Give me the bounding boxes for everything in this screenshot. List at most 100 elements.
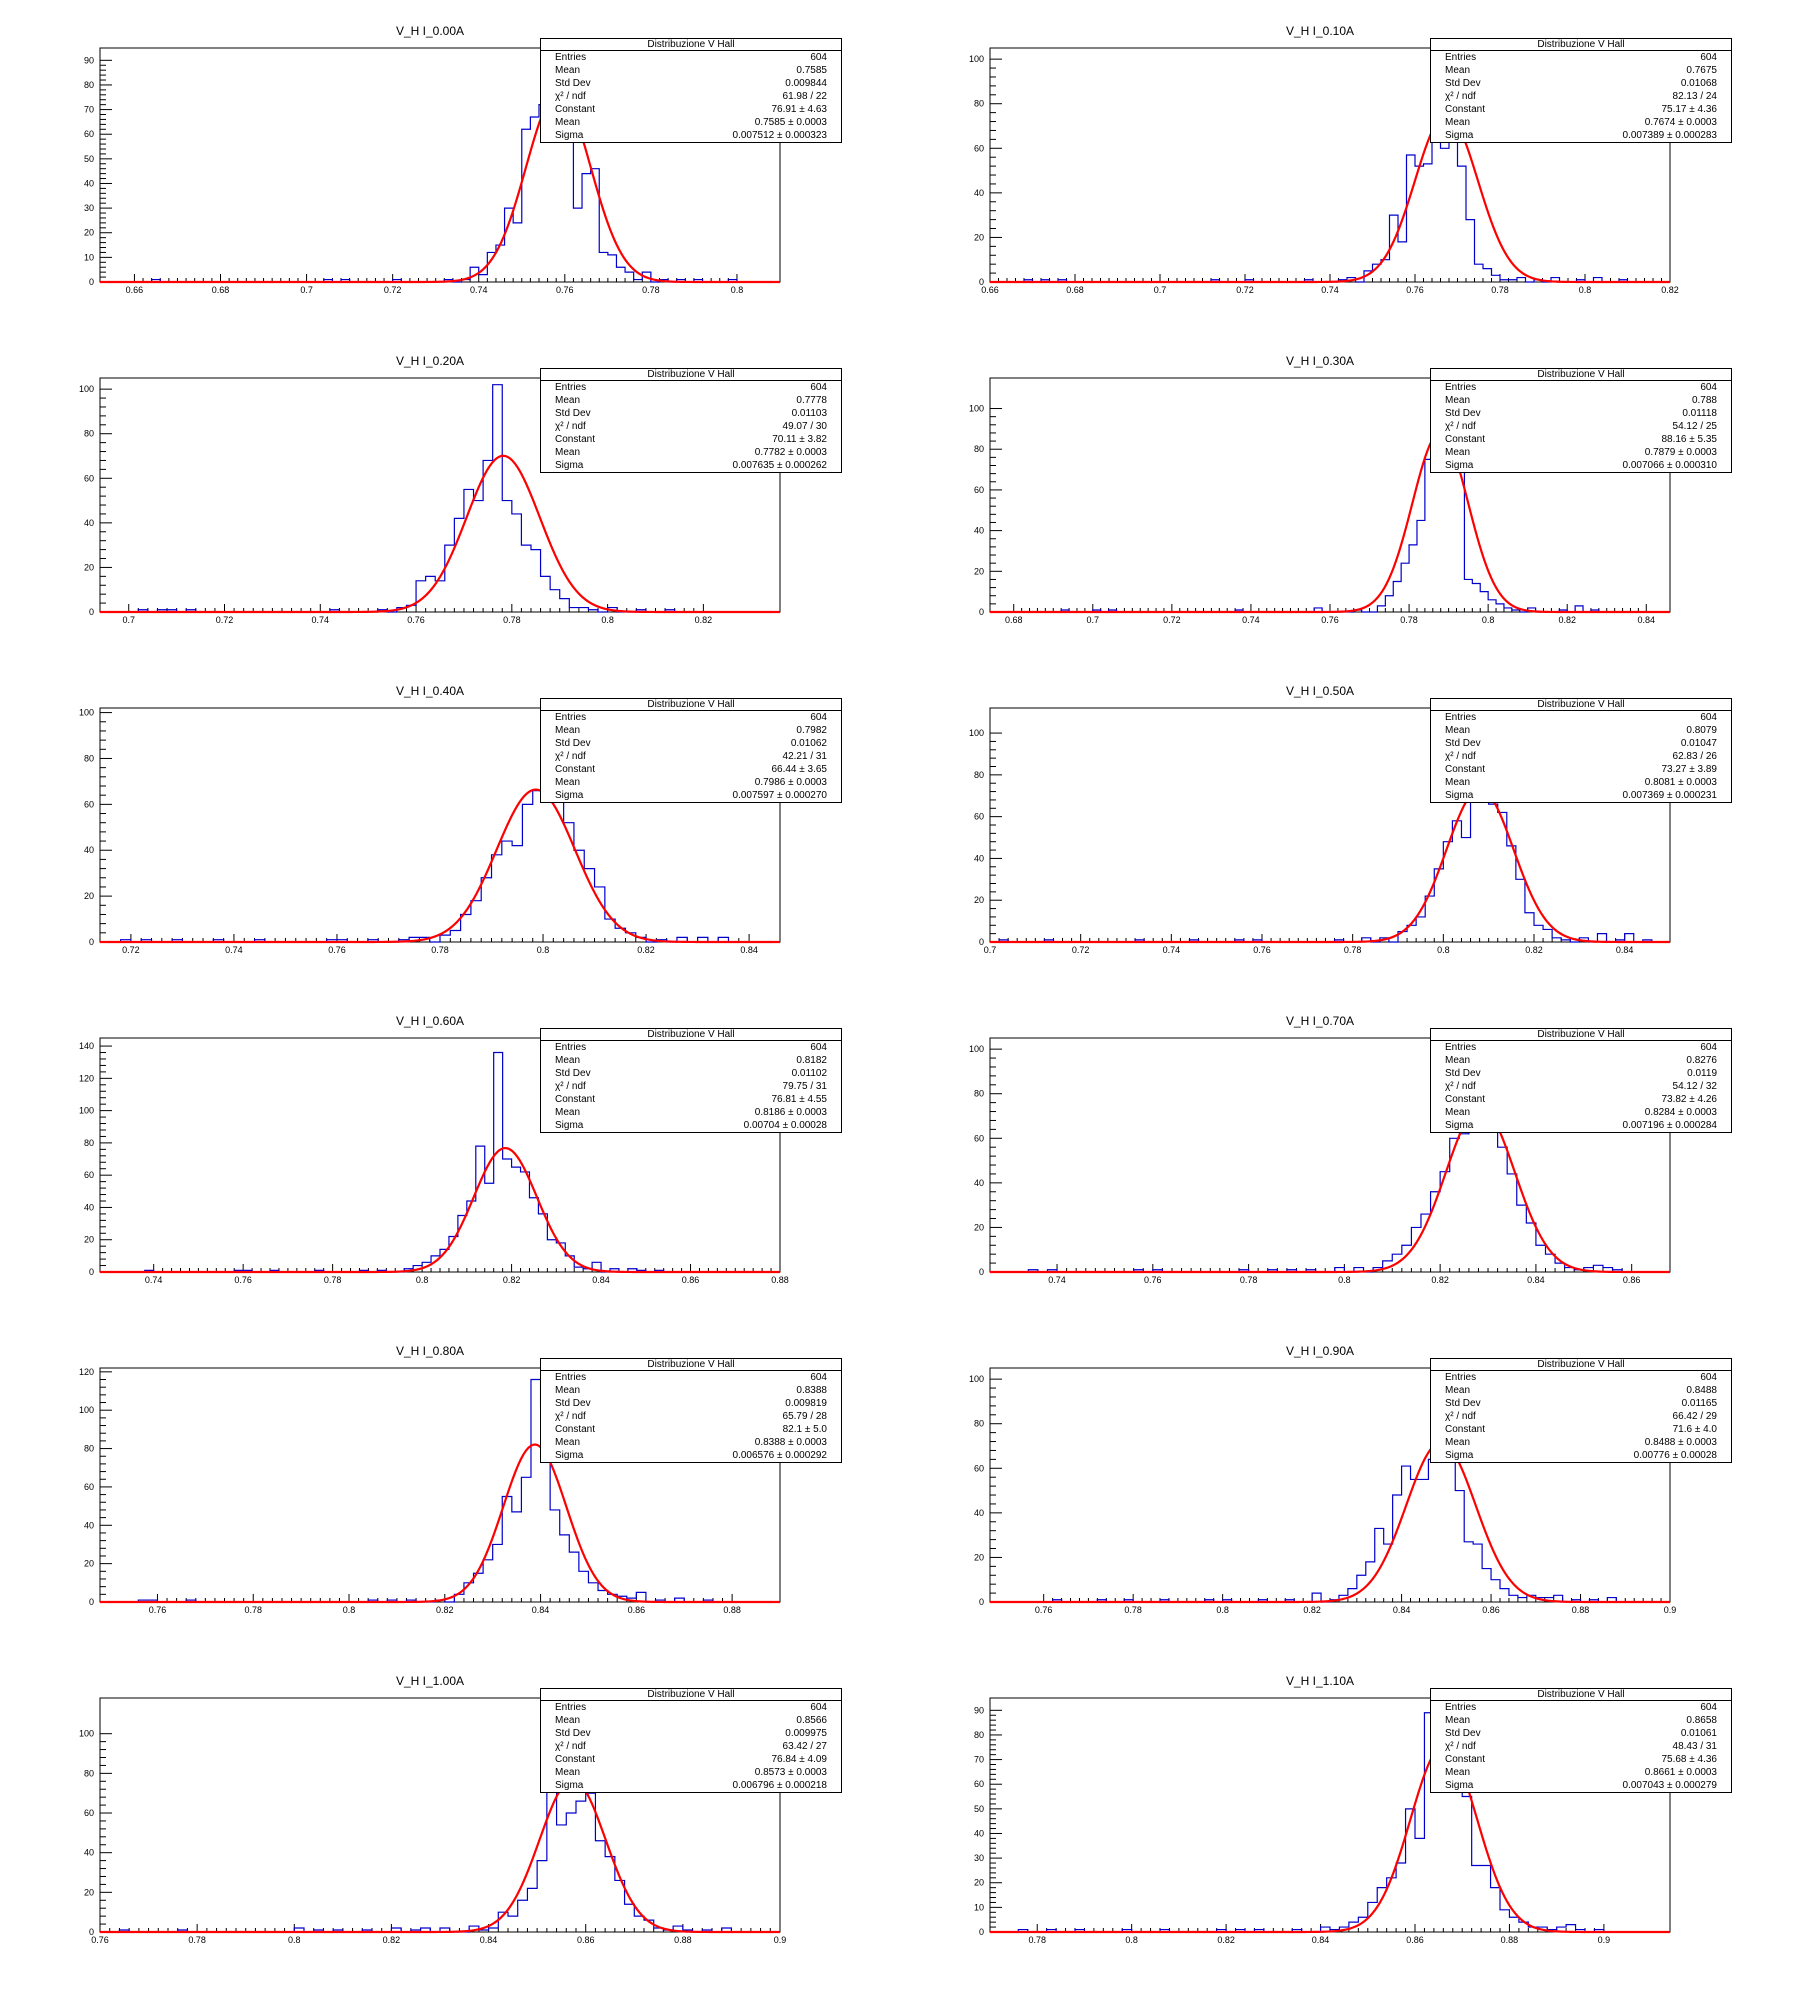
stats-label: Entries	[555, 1042, 587, 1053]
histogram-svg: 0 20 40 60 80 100 120 140 0.74 0.76 0.78 0.8 0.82 0.8…	[79, 1037, 789, 1285]
stats-value: 604	[1700, 712, 1717, 723]
stats-value: 0.01062	[790, 738, 827, 749]
stats-label: Std Dev	[1445, 78, 1481, 89]
x-tick-label: 0.72	[1163, 615, 1181, 625]
x-tick-label: 0.82	[1303, 1605, 1321, 1615]
stats-value: 76.81 ± 4.55	[771, 1094, 827, 1105]
stats-label: Sigma	[555, 130, 584, 141]
x-tick-label: 0.68	[212, 285, 230, 295]
stats-value: 0.8388 ± 0.0003	[754, 1437, 827, 1448]
stats-label: Mean	[1445, 65, 1471, 76]
stats-label: Mean	[1445, 1385, 1471, 1396]
stats-label: Mean	[555, 1055, 581, 1066]
y-tick-label: 30	[974, 1853, 984, 1863]
histogram-panel-6: V_H I_0.60A 0 20 40 60 80 100 120 140 0.74 0.76 0.7…	[0, 1000, 860, 1320]
y-tick-label: 0	[89, 937, 94, 947]
x-tick-label: 0.66	[126, 285, 144, 295]
x-tick-label: 0.84	[1527, 1275, 1545, 1285]
stats-label: Sigma	[555, 1450, 584, 1461]
x-tick-label: 0.76	[1406, 285, 1424, 295]
y-tick-label: 90	[974, 1705, 984, 1715]
stats-row: Mean 0.8186 ± 0.0003	[541, 1106, 841, 1119]
y-tick-label: 70	[974, 1755, 984, 1765]
plot-frame	[99, 377, 781, 613]
x-tick-label: 0.78	[642, 285, 660, 295]
stats-value: 0.01165	[1681, 1398, 1717, 1409]
x-tick-label: 0.8	[1216, 1605, 1229, 1615]
y-tick-label: 0	[89, 277, 94, 287]
gaussian-fit-curve	[990, 113, 1670, 284]
stats-label: Mean	[1445, 1107, 1471, 1118]
stats-row: χ² / ndf 79.75 / 31	[541, 1080, 841, 1093]
stats-box-title: Distribuzione V Hall	[1431, 369, 1731, 381]
stats-label: χ² / ndf	[1445, 1741, 1476, 1752]
stats-label: Entries	[555, 52, 587, 63]
stats-label: χ² / ndf	[1445, 751, 1476, 762]
stats-row: Mean 0.7585	[541, 64, 841, 77]
stats-row: Mean 0.8566	[541, 1714, 841, 1727]
stats-label: Constant	[555, 104, 596, 115]
stats-label: Sigma	[1445, 1450, 1474, 1461]
stats-row: χ² / ndf 48.43 / 31	[1431, 1740, 1731, 1753]
y-tick-label: 120	[79, 1367, 94, 1377]
stats-box-title: Distribuzione V Hall	[541, 39, 841, 51]
x-tick-label: 0.72	[1236, 285, 1254, 295]
gaussian-fit-curve	[100, 91, 780, 284]
histogram-panel-9: V_H I_0.90A 0 20 40 60 80 100 0.76 0.78 0.8 0.82 0.…	[890, 1330, 1750, 1650]
stats-row: Entries 604	[1431, 381, 1731, 394]
stats-label: Mean	[1445, 1437, 1471, 1448]
x-tick-label: 0.8	[1338, 1275, 1351, 1285]
stats-label: Mean	[1445, 395, 1471, 406]
gaussian-fit-curve	[100, 788, 780, 944]
stats-label: Sigma	[555, 790, 584, 801]
stats-label: Mean	[555, 447, 581, 458]
stats-label: Entries	[555, 382, 587, 393]
x-tick-label: 0.82	[1431, 1275, 1449, 1285]
stats-label: χ² / ndf	[555, 1411, 586, 1422]
stats-label: Sigma	[555, 1120, 584, 1131]
y-tick-label: 40	[974, 1178, 984, 1188]
y-tick-label: 60	[974, 812, 984, 822]
stats-label: Sigma	[1445, 130, 1474, 141]
histogram-bars	[990, 1440, 1670, 1603]
stats-value: 0.007512 ± 0.000323	[732, 130, 827, 141]
stats-value: 0.009819	[785, 1398, 827, 1409]
stats-box-title: Distribuzione V Hall	[1431, 39, 1731, 51]
stats-label: Mean	[555, 1437, 581, 1448]
stats-value: 0.8658	[1686, 1715, 1717, 1726]
stats-value: 0.8284 ± 0.0003	[1644, 1107, 1717, 1118]
stats-row: Mean 0.8488	[1431, 1384, 1731, 1397]
stats-row: Entries 604	[541, 711, 841, 724]
stats-row: Sigma 0.007369 ± 0.000231	[1431, 789, 1731, 802]
stats-row: Sigma 0.007635 ± 0.000262	[541, 459, 841, 472]
y-tick-label: 60	[974, 485, 984, 495]
x-tick-label: 0.7	[1087, 615, 1100, 625]
x-tick-label: 0.82	[1558, 615, 1576, 625]
stats-value: 73.27 ± 3.89	[1661, 764, 1717, 775]
stats-value: 0.007066 ± 0.000310	[1622, 460, 1717, 471]
y-tick-label: 80	[974, 1089, 984, 1099]
stats-value: 604	[810, 1372, 827, 1383]
stats-value: 70.11 ± 3.82	[772, 434, 827, 445]
stats-label: Mean	[555, 117, 581, 128]
stats-label: Entries	[1445, 382, 1477, 393]
y-tick-label: 100	[969, 404, 984, 414]
x-tick-label: 0.74	[225, 945, 243, 955]
y-tick-label: 0	[979, 937, 984, 947]
stats-box: Distribuzione V Hall Entries 604 Mean 0.8488…	[1430, 1358, 1732, 1463]
stats-label: Std Dev	[1445, 1728, 1481, 1739]
x-tick-label: 0.74	[312, 615, 330, 625]
stats-label: Sigma	[555, 1780, 584, 1791]
stats-box-title: Distribuzione V Hall	[541, 1689, 841, 1701]
y-tick-label: 80	[84, 1444, 94, 1454]
stats-value: 0.01103	[791, 408, 827, 419]
gaussian-fit-curve	[990, 431, 1670, 614]
stats-value: 75.17 ± 4.36	[1661, 104, 1717, 115]
stats-value: 0.8276	[1686, 1055, 1717, 1066]
stats-value: 49.07 / 30	[782, 421, 827, 432]
y-tick-label: 0	[979, 607, 984, 617]
x-tick-label: 0.9	[1598, 1935, 1611, 1945]
y-tick-label: 70	[84, 105, 94, 115]
stats-label: χ² / ndf	[1445, 91, 1476, 102]
stats-box: Distribuzione V Hall Entries 604 Mean 0.8388…	[540, 1358, 842, 1463]
